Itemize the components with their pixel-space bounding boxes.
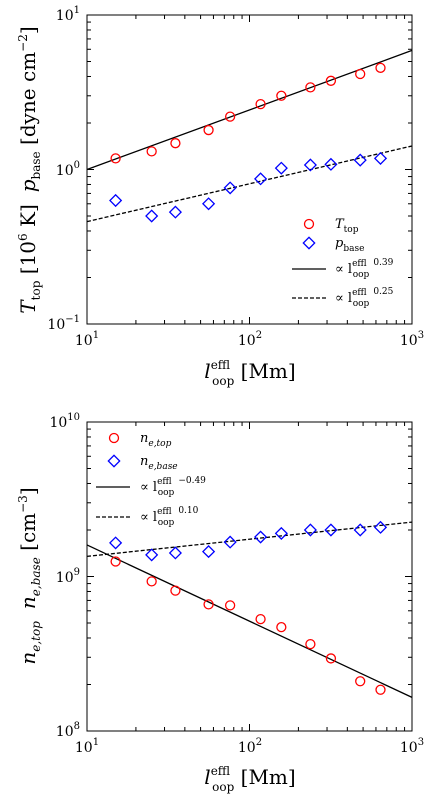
- top-point-diamond: [223, 181, 237, 195]
- bottom-legend-label-nbase: ne,base: [140, 454, 178, 472]
- bottom-axis-ticks: [86, 421, 413, 732]
- top-legend-marker-ttop: [303, 218, 315, 230]
- top-point-circle: [255, 98, 266, 110]
- bottom-point-circle: [276, 622, 287, 633]
- bottom-y-axis-label: ne,topne,base [cm−3]: [16, 487, 43, 664]
- bottom-ytick-label-3: 1010: [49, 412, 80, 431]
- top-fit-lines: [86, 49, 413, 223]
- top-point-diamond: [324, 157, 338, 171]
- bottom-x-axis-label: leff loop [Mm]: [204, 764, 295, 794]
- bottom-point-diamond: [373, 520, 388, 534]
- top-point-circle: [170, 138, 181, 149]
- top-x-axis-label: leff loop [Mm]: [204, 358, 295, 388]
- bottom-point-diamond: [353, 523, 367, 537]
- bottom-fit-line-2: [86, 521, 413, 558]
- top-legend-marker-pbase: [302, 236, 316, 250]
- bottom-point-circle: [375, 684, 386, 695]
- bottom-point-circle: [325, 653, 337, 664]
- top-fit-line-1: [86, 49, 413, 171]
- top-xtick-label-1: 101: [75, 330, 99, 349]
- bottom-legend-marker-ntop: [108, 432, 120, 444]
- top-point-circle: [276, 90, 287, 101]
- top-point-diamond: [254, 172, 268, 186]
- bottom-point-diamond: [324, 523, 338, 537]
- top-legend-label-ttop: Ttop: [335, 217, 359, 235]
- bottom-ytick-label-1: 108: [56, 721, 80, 740]
- bottom-point-circle: [255, 613, 266, 625]
- top-point-circle: [325, 75, 337, 86]
- top-ytick-label-1: 10−1: [47, 314, 80, 333]
- top-legend-label-pbase: pbase: [335, 236, 364, 254]
- bottom-point-circle: [355, 676, 366, 687]
- top-fit-line-2: [86, 145, 413, 223]
- top-point-circle: [146, 146, 157, 157]
- bottom-point-diamond: [254, 530, 268, 544]
- bottom-legend-marker-nbase: [107, 454, 121, 468]
- top-xtick-label-3: 103: [400, 330, 424, 349]
- top-point-diamond: [373, 151, 388, 165]
- top-point-circle: [224, 111, 236, 122]
- top-markers: [109, 62, 388, 223]
- bottom-point-diamond: [223, 535, 237, 549]
- bottom-markers: [109, 520, 388, 695]
- top-point-diamond: [303, 158, 317, 172]
- bottom-point-diamond: [303, 523, 317, 537]
- bottom-panel: 101 102 103 108 109 1010 leff loop [Mm] n…: [16, 412, 424, 794]
- top-legend-label-fit2: ∝ leff loop0.25: [335, 287, 394, 309]
- bottom-point-circle: [170, 585, 181, 596]
- top-xtick-label-2: 102: [238, 330, 262, 349]
- top-panel: 101 102 103 10−1 100 101 leff loop [Mm] T…: [16, 5, 424, 388]
- bottom-xtick-label-2: 102: [238, 737, 262, 756]
- bottom-fit-lines: [86, 521, 413, 698]
- top-point-diamond: [145, 209, 159, 223]
- bottom-legend-label-fit2: ∝ leff loop0.10: [140, 506, 199, 528]
- top-point-diamond: [202, 197, 216, 211]
- top-point-diamond: [274, 161, 288, 175]
- bottom-legend-label-fit1: ∝ leff loop−0.49: [140, 476, 206, 498]
- top-ytick-label-2: 100: [56, 160, 80, 179]
- top-point-circle: [375, 62, 386, 73]
- bottom-point-circle: [305, 638, 316, 650]
- bottom-fit-line-1: [86, 544, 413, 698]
- top-point-circle: [305, 82, 316, 93]
- bottom-point-diamond: [145, 548, 159, 562]
- top-legend: Ttop pbase ∝ leff loop0.39 ∝ leff loop0.25: [292, 217, 394, 309]
- bottom-point-circle: [110, 556, 121, 567]
- top-legend-label-fit1: ∝ leff loop0.39: [335, 258, 394, 280]
- bottom-point-diamond: [168, 546, 182, 560]
- top-axis-ticks: [86, 14, 413, 325]
- top-y-axis-label: Ttop [106 K]pbase [dyne cm−2]: [16, 26, 43, 313]
- top-point-diamond: [168, 205, 182, 219]
- top-point-circle: [110, 153, 121, 164]
- bottom-xtick-label-3: 103: [400, 737, 424, 756]
- bottom-point-circle: [224, 600, 236, 611]
- bottom-point-circle: [203, 599, 214, 610]
- bottom-point-diamond: [202, 544, 216, 559]
- top-point-circle: [203, 124, 214, 136]
- bottom-point-diamond: [274, 526, 288, 541]
- top-ytick-label-3: 101: [56, 5, 80, 24]
- top-point-circle: [355, 68, 366, 80]
- bottom-legend: ne,top ne,base ∝ leff loop−0.49 ∝ leff loo…: [96, 431, 206, 528]
- bottom-point-diamond: [109, 536, 123, 550]
- top-point-diamond: [353, 153, 367, 167]
- bottom-ytick-label-2: 109: [56, 567, 80, 586]
- top-point-diamond: [109, 193, 123, 208]
- bottom-legend-label-ntop: ne,top: [140, 431, 172, 449]
- bottom-point-circle: [146, 576, 157, 587]
- bottom-xtick-label-1: 101: [75, 737, 99, 756]
